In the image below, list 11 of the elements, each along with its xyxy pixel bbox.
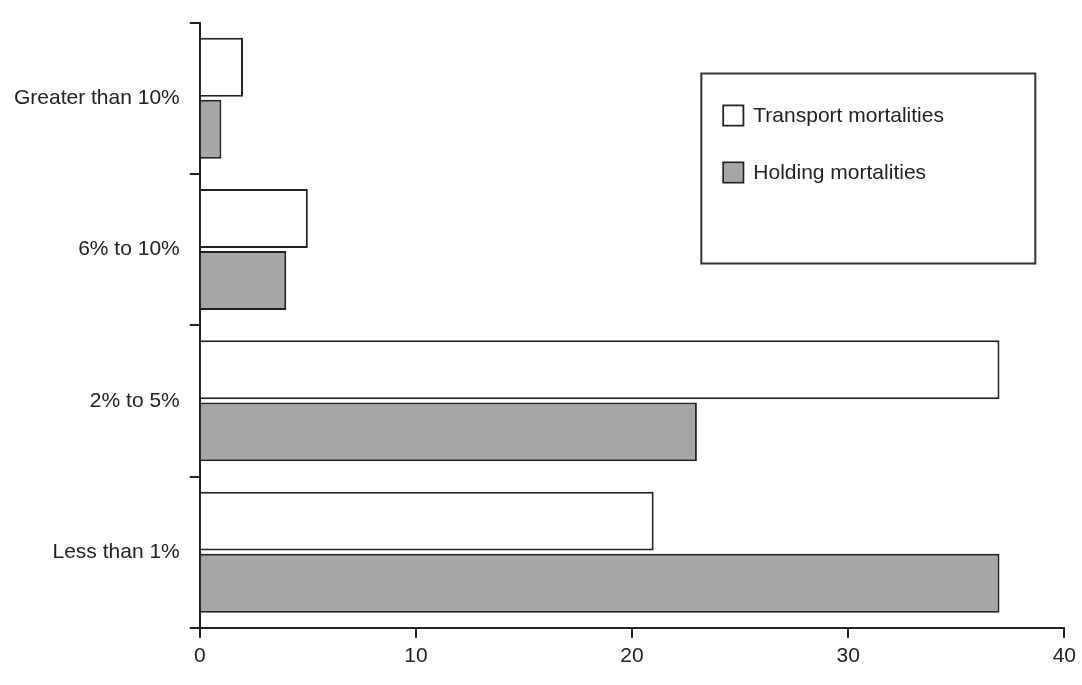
y-tick-label: 6% to 10% [78,236,180,260]
x-tick-label: 40 [1052,643,1076,667]
legend-label: Transport mortalities [753,103,944,127]
y-tick-label: 2% to 5% [89,387,180,411]
y-tick-label: Greater than 10% [14,85,180,109]
x-tick-label: 10 [404,643,428,667]
x-tick-label: 0 [193,643,206,667]
legend-label: Holding mortalities [753,160,927,184]
x-tick-label: 30 [836,643,860,667]
y-tick-label: Less than 1% [52,538,180,562]
x-tick-label: 20 [620,643,644,667]
